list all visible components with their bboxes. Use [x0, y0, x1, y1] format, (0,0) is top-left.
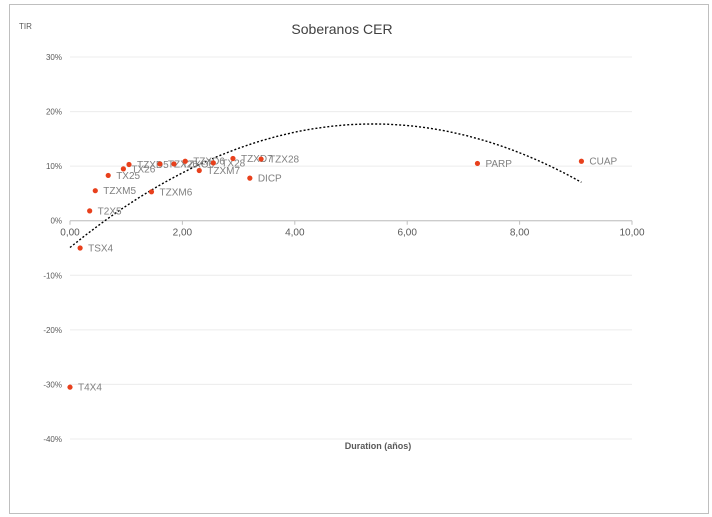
data-point: [196, 167, 202, 174]
data-point-label: TX28: [221, 158, 245, 169]
x-tick-label: 4,00: [285, 228, 305, 239]
data-point-label: TZXD5: [137, 160, 169, 171]
y-tick-label: 0%: [50, 217, 62, 226]
data-point-label: TZX28: [269, 155, 299, 166]
data-point-label: TZXM5: [103, 186, 136, 197]
gridlines: [69, 56, 633, 440]
data-point-label: CUAP: [589, 157, 617, 168]
y-tick-label: -40%: [43, 435, 62, 444]
data-point: [182, 158, 188, 164]
data-point: [474, 160, 481, 167]
tick-labels: 30% 20% 10% 0% -10% -20% -30% -40% 0,00 2,00 4,00 6…: [43, 53, 645, 444]
x-tick-label: 2,00: [173, 228, 193, 239]
data-point: [92, 188, 98, 194]
data-point: [578, 158, 585, 164]
data-point-label: T2X5: [98, 206, 122, 217]
chart-frame: [9, 4, 709, 514]
data-point: [171, 161, 177, 167]
data-point: [258, 156, 264, 162]
data-point-label: TZXD7: [241, 154, 273, 165]
data-point: [230, 155, 236, 162]
data-point-label: TZXD6: [193, 157, 225, 168]
data-point-label: TSX4: [88, 244, 113, 255]
x-tick-label: 0,00: [60, 228, 80, 239]
data-point-label: TZX26: [168, 159, 198, 170]
data-point: [247, 175, 253, 181]
y-tick-label: 30%: [46, 53, 62, 62]
data-point: [126, 161, 132, 168]
data-point-label: PARP: [485, 159, 512, 170]
y-tick-label: 10%: [46, 162, 62, 171]
x-tick-label: 10,00: [619, 228, 644, 239]
data-point: [77, 245, 83, 251]
x-axis-label: Duration (años): [345, 441, 412, 451]
data-point-label: TZXM7: [207, 166, 240, 177]
trendline-path: [69, 123, 582, 249]
data-point: [87, 208, 93, 214]
data-point-label: TX26: [131, 164, 155, 175]
y-tick-label: 20%: [46, 108, 62, 117]
y-axis-label: TIR: [19, 22, 32, 31]
data-point: [210, 160, 216, 166]
data-point: [67, 384, 73, 390]
chart-title: Soberanos CER: [291, 21, 392, 37]
data-point: [148, 189, 155, 195]
y-tick-label: -30%: [43, 380, 62, 389]
data-point: [120, 166, 126, 172]
data-point: [157, 161, 163, 167]
x-tick-label: 8,00: [510, 228, 530, 239]
data-point-label: T4X4: [78, 383, 102, 394]
y-tick-label: -10%: [43, 271, 62, 280]
y-tick-label: -20%: [43, 326, 62, 335]
data-point-label: TZXO6: [182, 159, 215, 170]
data-point-label: DICP: [258, 174, 282, 185]
trendline: [69, 123, 582, 249]
data-point-label: TX25: [116, 171, 140, 182]
data-point-label: TZXM6: [159, 187, 192, 198]
x-tick-label: 6,00: [397, 228, 417, 239]
data-point: [105, 172, 111, 179]
